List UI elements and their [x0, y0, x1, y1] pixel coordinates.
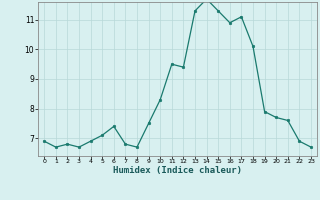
X-axis label: Humidex (Indice chaleur): Humidex (Indice chaleur)	[113, 166, 242, 175]
